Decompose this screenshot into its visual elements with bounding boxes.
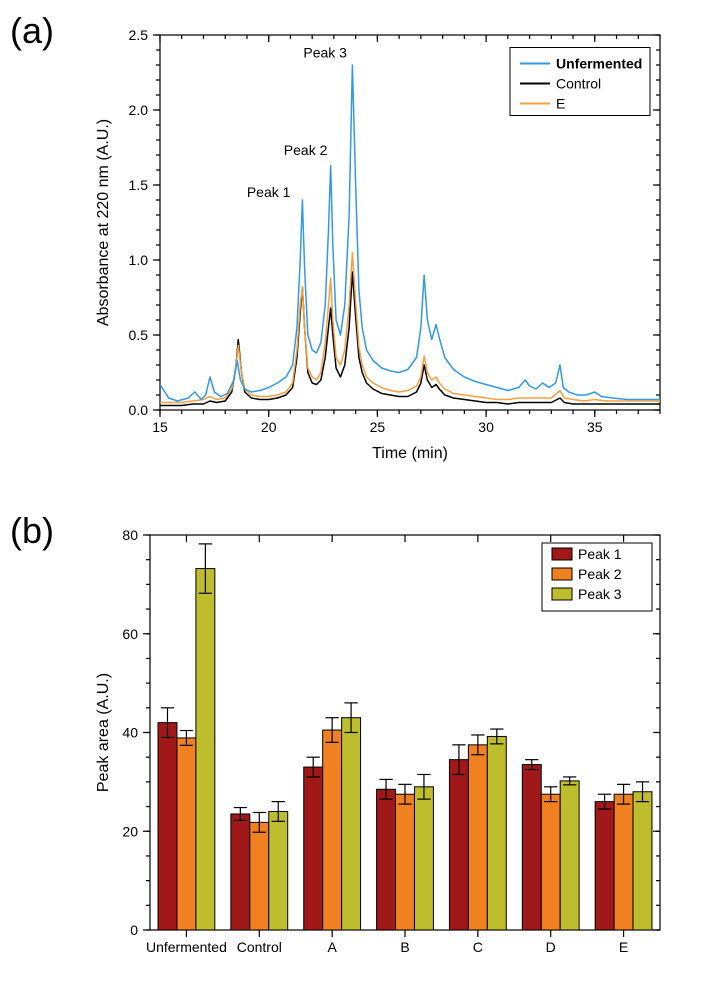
svg-text:20: 20 [122, 823, 138, 839]
svg-text:0.0: 0.0 [129, 402, 149, 418]
svg-text:Peak area (A.U.): Peak area (A.U.) [95, 673, 112, 792]
svg-text:Control: Control [237, 939, 282, 955]
svg-text:2.0: 2.0 [129, 102, 149, 118]
svg-text:Peak 3: Peak 3 [303, 45, 347, 61]
svg-text:Control: Control [556, 76, 601, 92]
svg-text:25: 25 [370, 419, 386, 435]
svg-text:A: A [327, 939, 337, 955]
panel-a-label: (a) [10, 10, 54, 52]
panel-b-chart: 0 20 40 60 80 Peak area (A.U.) Unfermented Cont… [90, 520, 680, 980]
svg-text:E: E [556, 96, 565, 112]
svg-text:D: D [546, 939, 556, 955]
svg-text:1.0: 1.0 [129, 252, 149, 268]
svg-text:15: 15 [152, 419, 168, 435]
svg-text:Peak 2: Peak 2 [284, 142, 328, 158]
svg-text:Time (min): Time (min) [372, 445, 448, 462]
panel-b-label: (b) [10, 510, 54, 552]
svg-text:Peak 3: Peak 3 [578, 586, 622, 602]
panel-a-chart: 15 20 25 30 35 0.0 0.5 1.0 1.5 2.0 2.5 Time (min) Ab… [90, 20, 680, 470]
svg-text:0: 0 [130, 922, 138, 938]
panel-a-svg: 15 20 25 30 35 0.0 0.5 1.0 1.5 2.0 2.5 Time (min) Ab… [90, 20, 680, 470]
svg-text:35: 35 [587, 419, 603, 435]
svg-text:30: 30 [478, 419, 494, 435]
svg-text:40: 40 [122, 725, 138, 741]
svg-text:B: B [400, 939, 409, 955]
svg-text:E: E [619, 939, 628, 955]
svg-text:2.5: 2.5 [129, 27, 149, 43]
svg-text:Unfermented: Unfermented [556, 56, 642, 72]
svg-text:0.5: 0.5 [129, 327, 149, 343]
svg-text:20: 20 [261, 419, 277, 435]
figure-page: { "panel_a": { "label": "(a)", "type": "… [0, 0, 707, 1001]
svg-text:1.5: 1.5 [129, 177, 149, 193]
svg-text:Peak 2: Peak 2 [578, 566, 622, 582]
svg-text:80: 80 [122, 527, 138, 543]
svg-text:Unfermented: Unfermented [146, 939, 227, 955]
svg-text:Absorbance at 220 nm (A.U.): Absorbance at 220 nm (A.U.) [95, 119, 112, 326]
svg-text:C: C [473, 939, 483, 955]
panel-b-svg: 0 20 40 60 80 Peak area (A.U.) Unfermented Cont… [90, 520, 680, 980]
svg-text:60: 60 [122, 626, 138, 642]
svg-text:Peak 1: Peak 1 [247, 184, 291, 200]
svg-text:Peak 1: Peak 1 [578, 546, 622, 562]
